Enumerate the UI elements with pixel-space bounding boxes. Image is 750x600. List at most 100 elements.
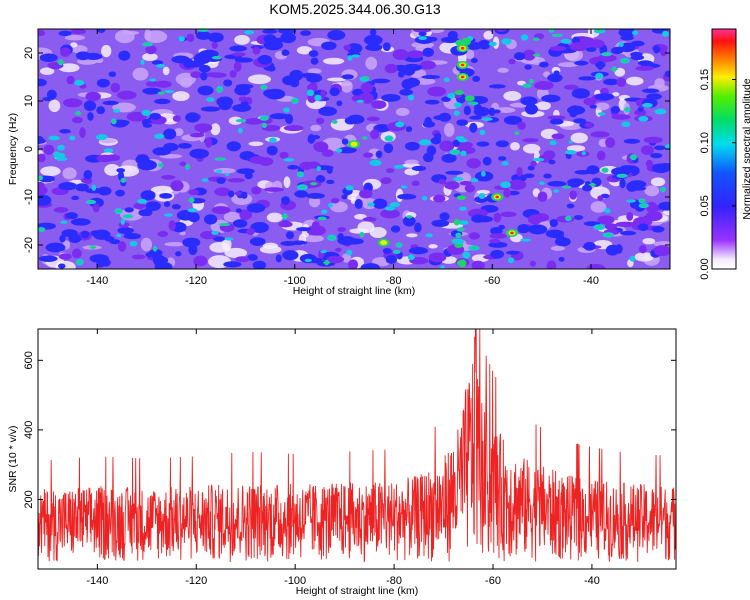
snr-y-axis-label: SNR (10 * v/v) [7, 425, 19, 492]
heatmap-blob [395, 121, 405, 128]
heatmap-blob [641, 204, 646, 207]
heatmap-blob [275, 254, 282, 263]
heatmap-blob [452, 176, 464, 182]
y-tick-label: 600 [23, 351, 35, 369]
heatmap-blob [316, 117, 325, 125]
heatmap-blob [506, 250, 520, 255]
heatmap-blob [201, 178, 209, 182]
heatmap-blob [108, 71, 117, 78]
heatmap-blob [470, 178, 479, 183]
x-tick-label: -60 [484, 275, 500, 287]
heatmap-blob [209, 72, 227, 78]
heatmap-blob [123, 232, 142, 240]
heatmap-blob [411, 180, 420, 187]
heatmap-blob [232, 52, 246, 57]
heatmap-blob [547, 115, 566, 120]
heatmap-blob [171, 55, 190, 64]
heatmap-blob [282, 250, 299, 261]
heatmap-blob [74, 111, 82, 115]
heatmap-blob [157, 231, 169, 238]
heatmap-blob [610, 106, 620, 114]
heatmap-blob [252, 260, 267, 269]
heatmap-blob [200, 72, 208, 81]
heatmap-blob [488, 84, 506, 89]
heatmap-blob [306, 192, 325, 199]
heatmap-blob [83, 100, 97, 112]
heatmap-blob [187, 208, 198, 213]
x-tick-label: -140 [86, 575, 108, 587]
heatmap-blob [497, 156, 507, 161]
heatmap-blob [553, 70, 560, 75]
heatmap-blob [70, 42, 78, 48]
heatmap-blob [620, 230, 637, 236]
heatmap-blob [433, 194, 446, 203]
heatmap-blob [218, 100, 232, 111]
heatmap-blob [421, 74, 441, 80]
heatmap-blob [550, 245, 565, 251]
heatmap-blob [563, 84, 579, 90]
heatmap-blob [590, 131, 610, 138]
snr-x-axis: -140 -120 -100 -80 -60 -40 [86, 329, 600, 587]
heatmap-blob [545, 229, 565, 239]
heatmap-blob [117, 90, 137, 100]
heatmap-blob [60, 220, 68, 224]
heatmap-blob [77, 261, 83, 264]
heatmap-blob [431, 219, 450, 228]
heatmap-blob [530, 160, 537, 167]
heatmap-blob [193, 255, 208, 267]
heatmap-blob [455, 234, 462, 237]
heatmap-blob [650, 152, 663, 159]
heatmap-blob [582, 184, 592, 192]
heatmap-blob [481, 171, 486, 177]
heatmap-blob [547, 73, 563, 83]
heatmap-blob [246, 203, 266, 213]
heatmap-blob [447, 30, 459, 40]
heatmap-blob [291, 99, 299, 102]
heatmap-blob [140, 190, 156, 201]
heatmap-blob [306, 225, 326, 236]
heatmap-blob [394, 250, 399, 254]
heatmap-blob [299, 253, 317, 264]
heatmap-blob [329, 87, 340, 97]
colorbar-label: Normalized spectral amplitude [741, 78, 750, 219]
heatmap-blob [569, 42, 589, 52]
heatmap-blob [227, 177, 245, 183]
heatmap-blob [285, 231, 295, 240]
heatmap-blob [223, 211, 241, 223]
heatmap-blob [523, 173, 535, 179]
heatmap-blob [296, 46, 313, 55]
heatmap-blob [380, 177, 392, 184]
heatmap-blob [424, 116, 432, 127]
x-tick-label: -120 [185, 275, 207, 287]
heatmap-blob [637, 106, 644, 112]
heatmap-blob [142, 123, 152, 128]
heatmap-blob [470, 102, 477, 105]
heatmap-blob [281, 196, 290, 205]
heatmap-blob [154, 133, 165, 140]
heatmap-blob [310, 124, 322, 132]
heatmap-blob [120, 218, 126, 225]
heatmap-blob [214, 187, 231, 197]
heatmap-blob [641, 88, 660, 94]
heatmap-blob [574, 60, 589, 66]
heatmap-blob [551, 133, 565, 140]
heatmap-blob [404, 159, 419, 165]
heatmap-blob [185, 112, 200, 123]
heatmap-blob [508, 179, 527, 190]
heatmap-blob [616, 77, 627, 87]
heatmap-blob [48, 135, 60, 141]
heatmap-blob [332, 120, 338, 124]
heatmap-blob [392, 49, 409, 61]
heatmap-blob [447, 92, 456, 99]
heatmap-blob [517, 224, 530, 234]
heatmap-blob [570, 132, 588, 144]
heatmap-blob [227, 190, 235, 198]
heatmap-blob [263, 40, 283, 51]
heatmap-blob [604, 208, 611, 214]
colorbar-tick-label: 0.05 [699, 195, 711, 216]
heatmap-blob [346, 249, 353, 256]
heatmap-blob [238, 127, 243, 134]
heatmap-blob [318, 106, 338, 117]
heatmap-blob [458, 259, 467, 268]
heatmap-blob [482, 156, 492, 166]
